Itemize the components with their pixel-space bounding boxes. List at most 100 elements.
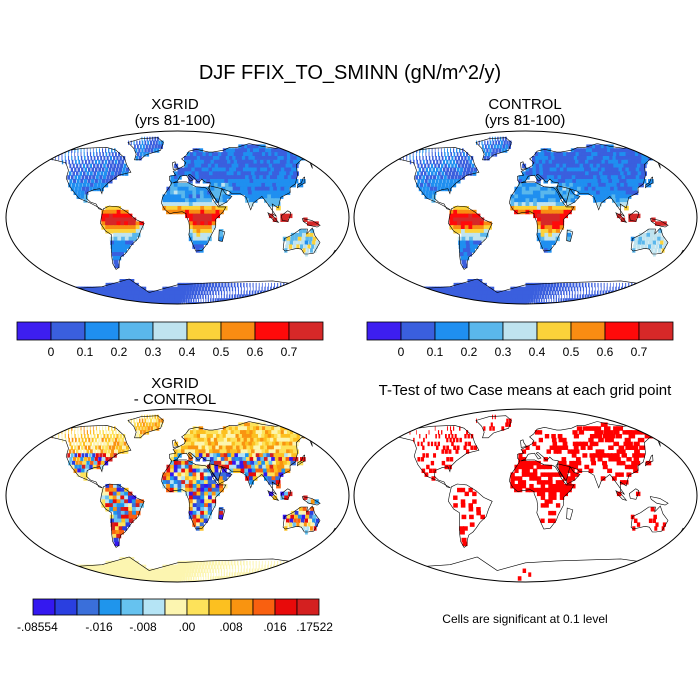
colorbar-tick-label: 0.2 bbox=[461, 345, 478, 359]
map-cells bbox=[389, 136, 685, 304]
colorbar-tick-label: 0.5 bbox=[563, 345, 580, 359]
colorbar-swatch bbox=[164, 598, 188, 616]
panel-title-xgrid: XGRID (yrs 81-100) bbox=[75, 97, 275, 129]
colorbar-tick-label: -.008 bbox=[129, 620, 157, 634]
colorbar-swatch bbox=[400, 321, 436, 341]
colorbar-tick-label: .00 bbox=[179, 620, 196, 634]
coastline-uk bbox=[520, 161, 527, 170]
colorbar-swatch bbox=[54, 598, 78, 616]
coastline-new-guinea bbox=[649, 218, 669, 228]
colorbar-tick-label: 0.6 bbox=[597, 345, 614, 359]
panel-title-control-line2: (yrs 81-100) bbox=[484, 112, 566, 129]
panel-title-diff-line2: - CONTROL bbox=[133, 391, 217, 408]
coastline-australia bbox=[282, 227, 321, 255]
coastline-sumatra bbox=[267, 212, 280, 223]
colorbar-tick-label: 0.4 bbox=[179, 345, 196, 359]
coastline-borneo bbox=[280, 210, 292, 222]
map-boundary bbox=[353, 408, 698, 583]
colorbar-swatch bbox=[220, 321, 256, 341]
colorbar-swatch bbox=[98, 598, 122, 616]
panel-title-diff: XGRID - CONTROL bbox=[75, 376, 275, 408]
coastline-australia bbox=[630, 505, 669, 533]
colorbar-tick-label: 0.4 bbox=[529, 345, 546, 359]
map-boundary bbox=[5, 130, 350, 305]
map-ttest bbox=[353, 408, 698, 583]
map-cells bbox=[41, 136, 337, 304]
panel-title-diff-line1: XGRID bbox=[151, 375, 199, 392]
colorbar-swatch bbox=[536, 321, 572, 341]
coastline-greenland bbox=[475, 137, 512, 161]
coastline-south-america bbox=[448, 205, 493, 270]
coastline-madagascar bbox=[566, 507, 574, 520]
panel-title-control-line1: CONTROL bbox=[488, 96, 562, 113]
colorbar-tick-label: 0.2 bbox=[111, 345, 128, 359]
map-boundary bbox=[353, 130, 698, 305]
map-xgrid bbox=[5, 130, 350, 305]
coastline-south-america bbox=[100, 205, 145, 270]
coastline-north-america bbox=[390, 424, 480, 489]
coastline-madagascar bbox=[218, 229, 226, 242]
coastline-arabia-fix bbox=[557, 463, 571, 482]
panel-title-ttest-line1: T-Test of two Case means at each grid po… bbox=[378, 382, 672, 399]
colorbar-tick-label: 0.7 bbox=[281, 345, 298, 359]
colorbar-swatch bbox=[76, 598, 100, 616]
colorbar-tick-label: .17522 bbox=[296, 620, 333, 634]
coastline-arabia-fix bbox=[557, 185, 571, 204]
coastline-australia bbox=[630, 227, 669, 255]
coastline-arabia-fix bbox=[209, 185, 223, 204]
colorbar-tick-label: 0.6 bbox=[247, 345, 264, 359]
colorbar-swatch bbox=[142, 598, 166, 616]
colorbar-control: 0 0.1 0.2 0.3 0.4 0.5 0.6 0.7 bbox=[366, 321, 674, 359]
coastline-australia bbox=[282, 505, 321, 533]
coastline-new-guinea bbox=[301, 218, 321, 228]
coastline-borneo bbox=[628, 210, 640, 222]
colorbar-swatch bbox=[274, 598, 298, 616]
colorbar-swatch bbox=[604, 321, 640, 341]
colorbar-swatch bbox=[186, 321, 222, 341]
coastline-sumatra bbox=[267, 490, 280, 501]
coastline-new-guinea bbox=[301, 496, 321, 506]
colorbar-tick-label: 0.3 bbox=[495, 345, 512, 359]
colorbar-diff: -.08554 -.016 -.008 .00 .008 .016 .17522 bbox=[17, 598, 333, 634]
coastline-sumatra bbox=[615, 212, 628, 223]
colorbar-swatch bbox=[468, 321, 504, 341]
coastline-madagascar bbox=[218, 507, 226, 520]
panel-title-xgrid-line2: (yrs 81-100) bbox=[134, 112, 216, 129]
colorbar-swatch bbox=[254, 321, 290, 341]
map-control bbox=[353, 130, 698, 305]
map-cells bbox=[41, 414, 337, 582]
colorbar-swatch bbox=[50, 321, 86, 341]
coastline-borneo bbox=[280, 488, 292, 500]
colorbar-swatch bbox=[208, 598, 232, 616]
panel-title-xgrid-line1: XGRID bbox=[151, 96, 199, 113]
coastline-uk bbox=[172, 439, 179, 448]
map-cells bbox=[396, 414, 669, 581]
colorbar-swatch bbox=[186, 598, 210, 616]
colorbar-swatch bbox=[16, 321, 52, 341]
colorbar-swatch bbox=[570, 321, 606, 341]
colorbar-tick-label: .016 bbox=[263, 620, 287, 634]
colorbar-tick-label: 0.5 bbox=[213, 345, 230, 359]
coastline-uk bbox=[172, 161, 179, 170]
colorbar-swatch bbox=[288, 321, 324, 341]
coastline-new-guinea bbox=[649, 496, 669, 506]
coastline-japan bbox=[645, 454, 654, 467]
colorbar-tick-label: -.016 bbox=[85, 620, 113, 634]
map-diff bbox=[5, 408, 350, 583]
coastline-north-america bbox=[390, 146, 480, 211]
colorbar-swatch bbox=[502, 321, 538, 341]
map-boundary bbox=[5, 408, 350, 583]
colorbar-tick-label: 0.1 bbox=[427, 345, 444, 359]
coastline-madagascar bbox=[566, 229, 574, 242]
colorbar-tick-label: 0 bbox=[48, 345, 55, 359]
panel-title-control: CONTROL (yrs 81-100) bbox=[425, 97, 625, 129]
colorbar-swatch bbox=[32, 598, 56, 616]
coastline-north-america bbox=[42, 424, 132, 489]
colorbar-swatch bbox=[638, 321, 674, 341]
colorbar-tick-label: -.08554 bbox=[17, 620, 58, 634]
figure-title: DJF FFIX_TO_SMINN (gN/m^2/y) bbox=[198, 62, 502, 84]
coastline-arabia-fix bbox=[209, 463, 223, 482]
coastline-south-america bbox=[100, 483, 145, 548]
significance-note: Cells are significant at 0.1 level bbox=[442, 612, 608, 626]
colorbar-swatch bbox=[152, 321, 188, 341]
